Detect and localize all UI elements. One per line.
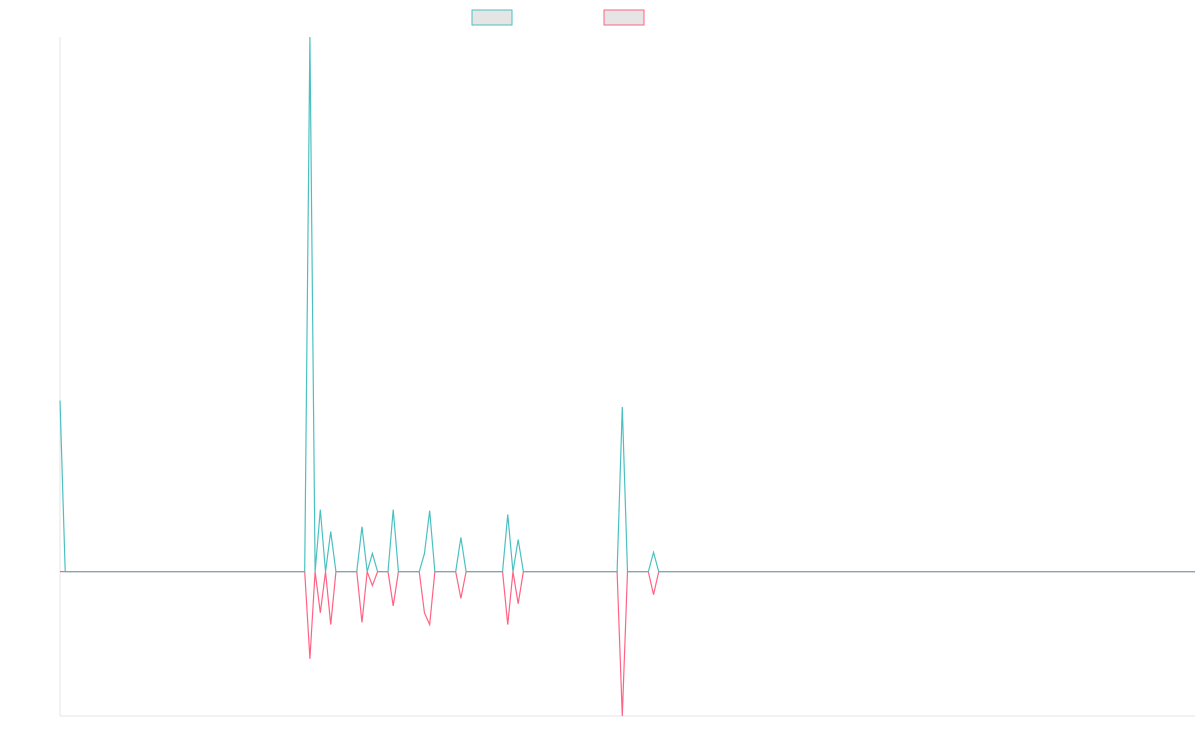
legend-swatch[interactable] — [471, 9, 513, 26]
legend-swatch[interactable] — [603, 9, 645, 26]
series-line — [60, 571, 1195, 717]
series-line — [59, 36, 1195, 573]
